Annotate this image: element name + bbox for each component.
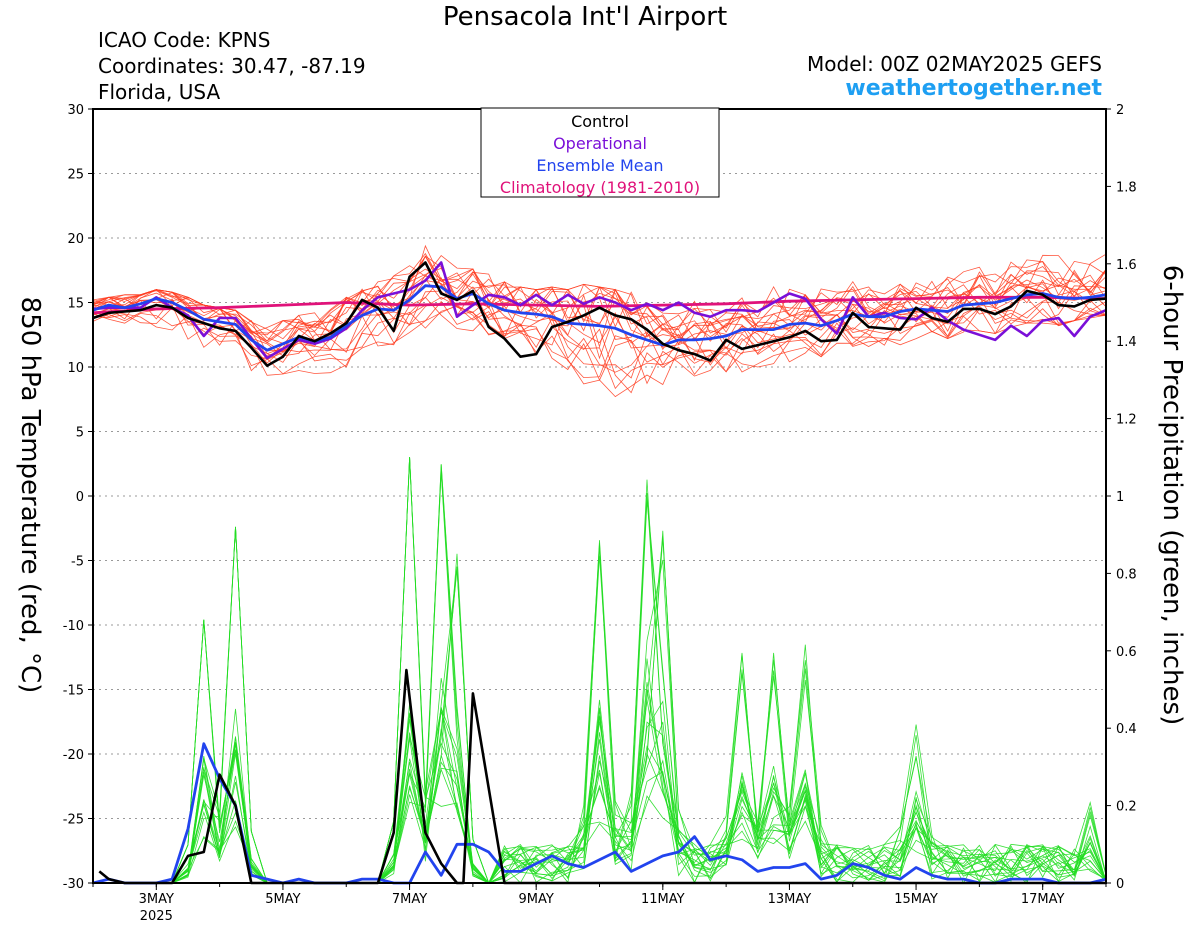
legend-entry: Climatology (1981-2010) [500, 178, 700, 197]
icao-code: ICAO Code: KPNS [98, 28, 271, 52]
y-tick-right: 2 [1116, 103, 1124, 118]
legend-box [480, 107, 720, 198]
y-tick-right: 1.6 [1116, 258, 1137, 273]
y-tick-right: 0.6 [1116, 645, 1137, 660]
y-tick-right: 0.8 [1116, 567, 1137, 582]
y-tick-left: -25 [63, 813, 84, 828]
precip-member-line [93, 464, 1107, 884]
temp-member-line [92, 290, 1107, 379]
ensemble-temperature-line [92, 284, 1107, 352]
legend: Control Operational Ensemble Mean Climatolo… [480, 107, 720, 198]
temp-member-line [92, 300, 1107, 385]
control-temperature-line [92, 261, 1107, 368]
y-tick-left: 25 [67, 168, 84, 183]
ensemble-precipitation-line [92, 742, 1107, 885]
chart-series [92, 261, 1107, 885]
y-tick-left: 30 [67, 103, 84, 118]
y-tick-left: -30 [63, 877, 84, 892]
x-tick-label: 5MAY [265, 892, 300, 907]
y-tick-left: 20 [67, 232, 84, 247]
y-tick-left: -15 [63, 684, 84, 699]
location: Florida, USA [98, 80, 221, 104]
legend-entry: Control [571, 112, 629, 131]
y-tick-left: 10 [67, 361, 84, 376]
precip-member-line [93, 568, 1107, 884]
temp-member-line [92, 269, 1107, 352]
y-tick-right: 1.2 [1116, 413, 1137, 428]
temp-member-line [92, 255, 1107, 342]
x-tick-label: 3MAY [139, 892, 174, 907]
x-tick-label: 9MAY [519, 892, 554, 907]
y-tick-left: -5 [71, 555, 84, 570]
x-tick-sublabel: 2025 [140, 909, 173, 924]
y-tick-right: 1.8 [1116, 180, 1137, 195]
y-tick-left: 0 [76, 490, 84, 505]
legend-entry: Ensemble Mean [536, 156, 663, 175]
y-tick-left: -10 [63, 619, 84, 634]
x-tick-label: 7MAY [392, 892, 427, 907]
coordinates: Coordinates: 30.47, -87.19 [98, 54, 366, 78]
model-run: Model: 00Z 02MAY2025 GEFS [807, 52, 1102, 76]
temp-member-line [92, 305, 1107, 398]
site-link[interactable]: weathertogether.net [845, 76, 1102, 101]
x-tick-label: 11MAY [641, 892, 685, 907]
y-tick-right: 0 [1116, 877, 1124, 892]
y-tick-right: 0.2 [1116, 800, 1137, 815]
legend-entry: Operational [553, 134, 647, 153]
x-tick-label: 17MAY [1021, 892, 1065, 907]
x-tick-label: 15MAY [894, 892, 938, 907]
y-tick-left: 5 [76, 426, 84, 441]
y-tick-left: 15 [67, 297, 84, 312]
x-tick-label: 13MAY [768, 892, 812, 907]
chart-title: Pensacola Int'l Airport [442, 2, 728, 32]
y-tick-right: 1.4 [1116, 335, 1137, 350]
climatology-temperature-line [92, 295, 1107, 315]
y-tick-right: 0.4 [1116, 722, 1137, 737]
grid-lines [93, 173, 1106, 819]
precip-member-line [93, 457, 1107, 884]
y-tick-left: -20 [63, 748, 84, 763]
y-tick-right: 1 [1116, 490, 1124, 505]
temp-member-line [92, 261, 1107, 351]
axes: 302520151050-5-10-15-20-25-3021.81.61.41… [63, 103, 1137, 924]
